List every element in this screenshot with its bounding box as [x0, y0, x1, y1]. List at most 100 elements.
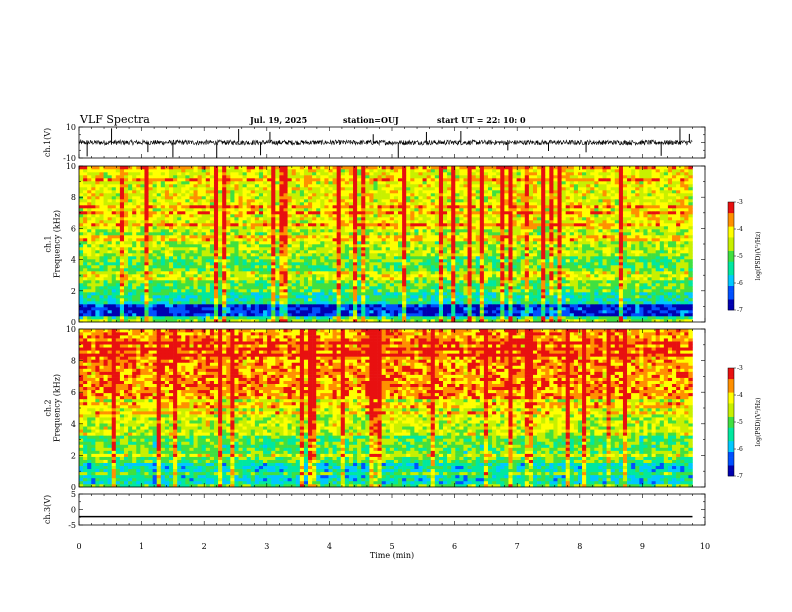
spectrogram-cell [173, 268, 178, 272]
spectrogram-cell [213, 277, 219, 281]
spectrogram-cell [443, 307, 448, 311]
spectrogram-cell [271, 265, 276, 269]
spectrogram-cell [680, 319, 685, 323]
spectrogram-cell [553, 229, 558, 233]
spectrogram-cell [185, 304, 190, 308]
spectrogram-cell [537, 256, 542, 260]
spectrogram-cell [676, 226, 681, 230]
spectrogram-cell [119, 247, 125, 251]
spectrogram-cell [287, 277, 292, 281]
spectrogram-cell [447, 259, 452, 263]
spectrogram-cell [381, 271, 387, 275]
spectrogram-cell [119, 274, 125, 278]
spectrogram-cell [357, 289, 362, 293]
spectrogram-cell [336, 229, 342, 233]
spectrogram-cell [173, 226, 178, 230]
spectrogram-cell [128, 298, 133, 302]
spectrogram-cell [463, 253, 468, 257]
spectrogram-cell [532, 286, 538, 290]
spectrogram-cell [553, 277, 558, 281]
spectrogram-cell [418, 262, 423, 266]
spectrogram-cell [381, 244, 387, 248]
spectrogram-cell [557, 247, 562, 251]
spectrogram-cell [328, 238, 333, 242]
spectrogram-cell [451, 265, 456, 269]
spectrogram-cell [508, 235, 513, 239]
spectrogram-cell [655, 235, 661, 239]
spectrogram-cell [79, 259, 84, 263]
spectrogram-cell [238, 244, 243, 248]
spectrogram-cell [234, 259, 239, 263]
spectrogram-cell [475, 295, 481, 299]
spectrogram-cell [459, 268, 464, 272]
spectrogram-cell [402, 238, 407, 242]
spectrogram-cell [414, 232, 419, 236]
spectrogram-cell [361, 301, 366, 305]
spectrogram-cell [136, 241, 141, 245]
spectrogram-cell [528, 226, 534, 230]
spectrogram-cell [532, 232, 538, 236]
spectrogram-cell [279, 283, 284, 287]
spectrogram-cell [463, 265, 468, 269]
spectrogram-cell [246, 316, 252, 320]
spectrogram-cell [328, 235, 333, 239]
spectrogram-cell [459, 259, 464, 263]
spectrogram-cell [164, 226, 170, 230]
spectrogram-cell [508, 298, 513, 302]
spectrogram-cell [275, 298, 280, 302]
spectrogram-cell [275, 241, 280, 245]
spectrogram-cell [136, 319, 141, 323]
spectrogram-cell [406, 259, 411, 263]
spectrogram-cell [140, 301, 145, 305]
spectrogram-cell [528, 301, 534, 305]
spectrogram-cell [287, 241, 292, 245]
spectrogram-cell [577, 229, 583, 233]
spectrogram-cell [565, 283, 571, 287]
spectrogram-cell [258, 262, 264, 266]
spectrogram-cell [455, 262, 460, 266]
spectrogram-cell [377, 226, 382, 230]
spectrogram-cell [471, 250, 477, 254]
spectrogram-cell [561, 301, 566, 305]
spectrogram-cell [267, 304, 272, 308]
spectrogram-cell [410, 304, 415, 308]
spectrogram-cell [91, 241, 96, 245]
spectrogram-cell [283, 310, 288, 314]
spectrogram-cell [291, 268, 297, 272]
spectrogram-cell [434, 271, 440, 275]
spectrogram-cell [185, 277, 190, 281]
spectrogram-cell [156, 241, 162, 245]
spectrogram-cell [676, 295, 681, 299]
spectrogram-cell [344, 259, 350, 263]
spectrogram-cell [508, 259, 513, 263]
spectrogram-cell [128, 250, 133, 254]
spectrogram-cell [324, 310, 329, 314]
spectrogram-cell [508, 226, 513, 230]
spectrogram-cell [164, 307, 170, 311]
spectrogram-cell [455, 319, 460, 323]
spectrogram-cell [573, 250, 579, 254]
spectrogram-cell [291, 241, 297, 245]
spectrogram-cell [336, 268, 342, 272]
spectrogram-cell [532, 313, 538, 317]
spectrogram-cell [537, 277, 542, 281]
spectrogram-cell [99, 316, 104, 320]
spectrogram-cell [573, 271, 579, 275]
spectrogram-cell [492, 229, 497, 233]
spectrogram-cell [610, 268, 616, 272]
spectrogram-cell [618, 304, 624, 308]
spectrogram-cell [504, 268, 509, 272]
spectrogram-cell [324, 289, 329, 293]
spectrogram-cell [87, 262, 92, 266]
spectrogram-cell [553, 286, 558, 290]
spectrogram-cell [283, 289, 288, 293]
spectrogram-cell [598, 301, 603, 305]
spectrogram-cell [402, 283, 407, 287]
spectrogram-cell [136, 247, 141, 251]
spectrogram-cell [520, 253, 526, 257]
spectrogram-cell [140, 280, 145, 284]
spectrogram-cell [336, 316, 342, 320]
spectrogram-cell [627, 229, 632, 233]
spectrogram-cell [631, 316, 636, 320]
spectrogram-cell [377, 244, 382, 248]
